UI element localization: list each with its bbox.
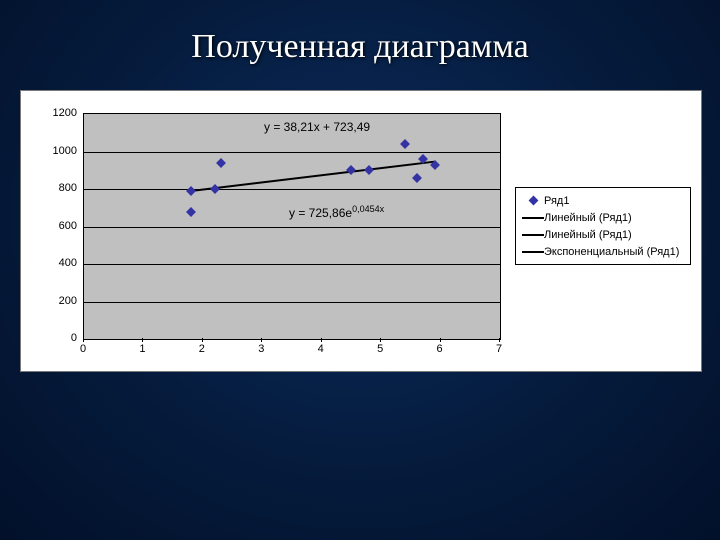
- legend-label: Экспоненциальный (Ряд1): [544, 246, 679, 258]
- trendline: [191, 161, 435, 192]
- gridline: [84, 302, 500, 303]
- equation-linear: y = 38,21x + 723,49: [264, 120, 370, 134]
- y-tick-label: 1000: [37, 145, 77, 157]
- gridline: [84, 152, 500, 153]
- data-point: [186, 186, 196, 196]
- data-point: [186, 207, 196, 217]
- data-point: [412, 173, 422, 183]
- data-point: [346, 165, 356, 175]
- legend-row: Линейный (Ряд1): [522, 226, 684, 243]
- data-point: [216, 158, 226, 168]
- x-tick-label: 3: [251, 343, 271, 355]
- x-tick-mark: [321, 338, 322, 342]
- x-tick-mark: [261, 338, 262, 342]
- x-tick-mark: [202, 338, 203, 342]
- legend-row: Линейный (Ряд1): [522, 209, 684, 226]
- x-tick-label: 1: [132, 343, 152, 355]
- x-tick-mark: [142, 338, 143, 342]
- y-tick-label: 200: [37, 295, 77, 307]
- x-tick-label: 4: [311, 343, 331, 355]
- legend-line-icon: [522, 251, 544, 253]
- gridline: [84, 227, 500, 228]
- gridline: [84, 264, 500, 265]
- x-tick-label: 7: [489, 343, 509, 355]
- y-tick-label: 0: [37, 332, 77, 344]
- equation-exponential-base: y = 725,86e: [289, 206, 352, 220]
- x-tick-label: 6: [430, 343, 450, 355]
- y-tick-label: 600: [37, 220, 77, 232]
- x-tick-mark: [380, 338, 381, 342]
- x-tick-label: 5: [370, 343, 390, 355]
- y-tick-label: 400: [37, 257, 77, 269]
- legend-row: Экспоненциальный (Ряд1): [522, 243, 684, 260]
- data-point: [210, 184, 220, 194]
- equation-exponential: y = 725,86e0,0454x: [289, 204, 384, 220]
- y-tick-label: 800: [37, 182, 77, 194]
- legend-line-icon: [522, 234, 544, 236]
- x-tick-label: 0: [73, 343, 93, 355]
- x-tick-label: 2: [192, 343, 212, 355]
- x-tick-mark: [83, 338, 84, 342]
- gridline: [84, 189, 500, 190]
- legend-row: Ряд1: [522, 192, 684, 209]
- y-tick-label: 1200: [37, 107, 77, 119]
- x-tick-mark: [499, 338, 500, 342]
- slide-title: Полученная диаграмма: [0, 0, 720, 66]
- legend: Ряд1 Линейный (Ряд1) Линейный (Ряд1) Экспон…: [515, 187, 691, 265]
- equation-exponential-exp: 0,0454x: [352, 204, 384, 214]
- legend-marker-icon: [522, 197, 544, 204]
- plot-area: y = 38,21x + 723,49 y = 725,86e0,0454x: [83, 113, 501, 340]
- data-point: [364, 165, 374, 175]
- legend-label: Ряд1: [544, 195, 569, 207]
- legend-label: Линейный (Ряд1): [544, 229, 632, 241]
- legend-line-icon: [522, 217, 544, 219]
- legend-label: Линейный (Ряд1): [544, 212, 632, 224]
- data-point: [400, 139, 410, 149]
- chart-container: y = 38,21x + 723,49 y = 725,86e0,0454x Р…: [20, 90, 702, 372]
- x-tick-mark: [440, 338, 441, 342]
